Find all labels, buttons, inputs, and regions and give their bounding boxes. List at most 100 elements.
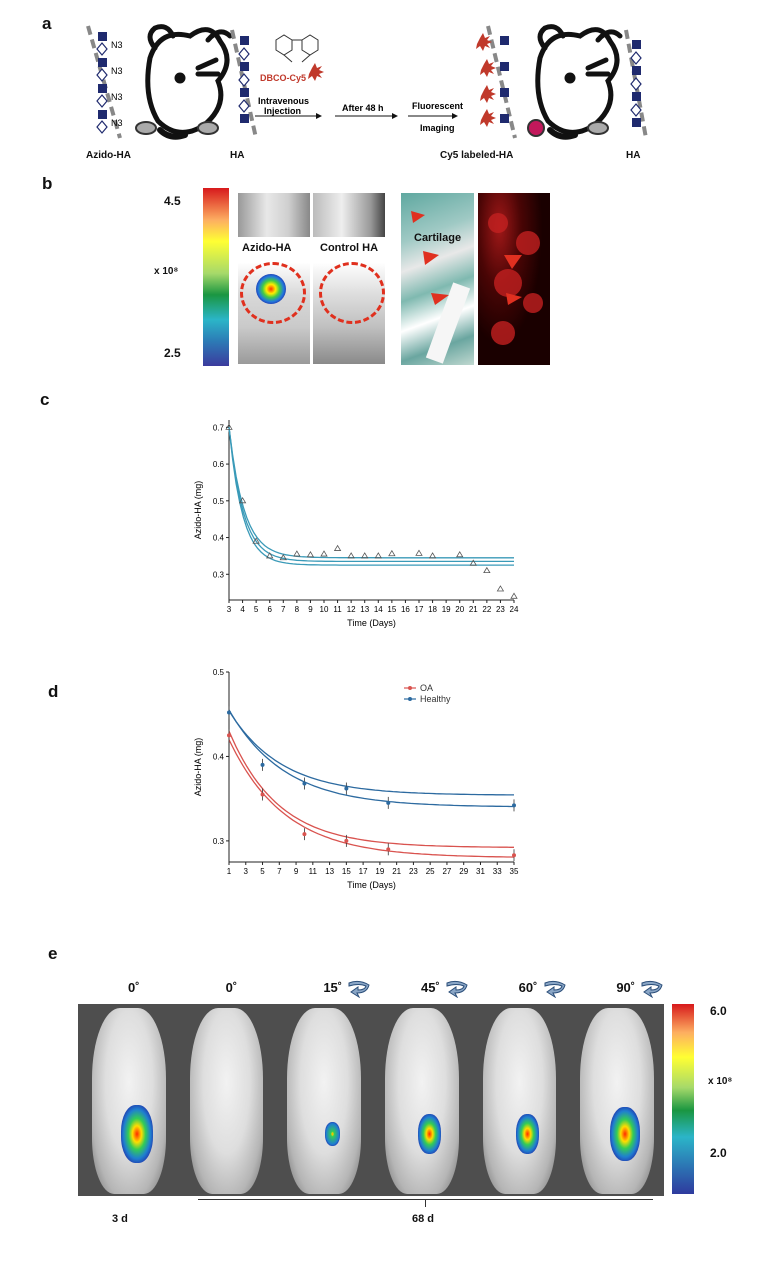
arrowhead-icon [506,293,522,305]
fit-curve [228,710,514,796]
ha-label: HA [626,150,641,161]
roi-circle [319,262,385,324]
knee-photo-azido [238,240,310,364]
x-tick-label: 19 [442,605,451,614]
x-tick-label: 11 [333,605,342,614]
data-point [260,792,265,797]
rotation-angle-label: 15˚ [323,980,343,995]
arrowhead-icon [423,251,439,265]
x-tick-label: 21 [392,867,401,876]
data-point [428,552,437,559]
x-tick-label: 13 [325,867,334,876]
step3-label: Imaging [420,123,455,133]
legend-marker [408,697,412,701]
fit-curve [228,427,514,559]
x-tick-label: 18 [428,605,437,614]
data-point [415,549,423,556]
n3-label: N3 [111,118,123,128]
labeled-knee-joint-icon [527,119,545,137]
data-point [306,551,315,558]
azido-ha-chain-left [86,25,122,139]
x-tick-label: 7 [277,867,282,876]
x-tick-label: 27 [442,867,451,876]
data-point [483,566,491,574]
time-label-3d: 3 d [112,1213,128,1225]
fit-curve [228,730,514,848]
data-point [302,781,307,786]
angle-labels-row: 0˚ 0˚ 15˚ 45˚ 60˚ 90˚ [78,978,664,1002]
data-point [344,786,349,791]
timeline-tick [425,1199,426,1207]
rotation-angle-label: 45˚ [421,980,440,995]
ha-chain-right-2 [624,29,648,139]
n3-label: N3 [111,40,123,50]
fit-curve [228,427,514,566]
x-tick-label: 22 [482,605,491,614]
data-point [266,552,274,559]
cy5-star-icon [308,63,324,81]
x-tick-label: 15 [342,867,351,876]
panel-letter-b: b [42,174,53,193]
fluorescent-signal-spot [324,1122,340,1146]
color-scale-bar [203,188,229,366]
fit-curve [228,709,514,808]
rotation-arrow-icon [544,980,566,998]
scale-max-label: 4.5 [164,194,181,208]
step3-label: Fluorescent [412,101,463,111]
x-axis-label: Time (Days) [347,618,396,628]
data-point [227,733,231,738]
ha-label: HA [230,150,245,161]
scale-min-label-e: 2.0 [710,1146,727,1160]
mouse-icon [145,24,233,140]
n3-label: N3 [111,66,123,76]
knee-joint-icon [197,121,219,135]
data-point [333,544,342,551]
x-tick-label: 24 [510,605,519,614]
y-tick-label: 0.4 [213,752,225,761]
knee-joint-icon [135,121,157,135]
x-tick-label: 5 [254,605,259,614]
scale-unit-label-e: x 10⁸ [708,1076,733,1087]
x-tick-label: 12 [347,605,356,614]
x-tick-label: 10 [320,605,329,614]
x-tick-label: 3 [244,867,249,876]
x-tick-label: 4 [240,605,245,614]
chart-d: 1 3 5 7 9 11 13 15 17 19 21 23 25 27 29 31 33 350.30.40.5… [193,668,519,890]
cy5-labeled-ha-label: Cy5 labeled-HA [440,150,514,161]
knee-photo-control [313,240,385,364]
x-tick-label: 21 [469,605,478,614]
y-tick-label: 0.6 [213,460,225,469]
data-point [361,552,369,559]
data-point [225,423,233,430]
fluorescence-image [478,193,550,365]
x-tick-label: 3 [227,605,232,614]
x-tick-label: 13 [360,605,369,614]
rotation-arrow-icon [641,980,663,998]
data-point [512,803,516,808]
mouse-image [482,1008,557,1194]
fluorescent-signal-spot [610,1107,641,1161]
panel-a-schematic: N3 N3 N3 N3 DBCO-Cy5 Intravenous Injecti [86,24,648,140]
cartilage-label: Cartilage [414,232,462,244]
y-axis-label: Azido-HA (mg) [193,481,203,540]
data-point [512,853,516,858]
fluorescent-signal-spot [418,1114,442,1154]
mouse-icon [535,24,623,140]
panel-letter-d: d [48,682,59,701]
x-tick-label: 9 [294,867,299,876]
scale-max-label-e: 6.0 [710,1004,727,1018]
data-point [279,553,287,561]
x-tick-label: 17 [359,867,368,876]
x-tick-label: 25 [426,867,435,876]
fluorescent-signal-spot [120,1105,153,1163]
x-tick-label: 6 [267,605,272,614]
reagent-label: DBCO-Cy5 [260,73,306,83]
x-tick-label: 19 [375,867,384,876]
n3-label: N3 [111,92,123,102]
rotation-angle-label: 60˚ [518,980,538,995]
rotation-arrow-icon [348,980,370,998]
legend-label: OA [420,683,433,693]
x-tick-label: 23 [409,867,418,876]
azido-ha-image-label: Azido-HA [242,242,292,254]
arrowhead-icon [504,255,522,269]
